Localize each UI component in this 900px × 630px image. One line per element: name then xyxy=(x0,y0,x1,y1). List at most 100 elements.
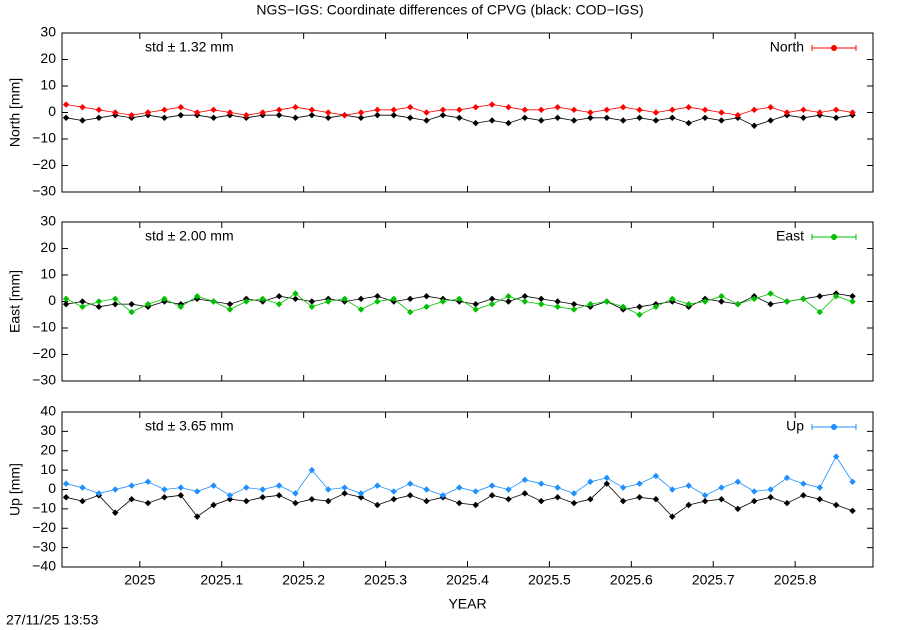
data-point xyxy=(685,501,692,509)
data-point xyxy=(734,300,742,308)
y-tick-label: 0 xyxy=(48,480,56,496)
data-point xyxy=(636,106,643,114)
data-point xyxy=(669,106,676,114)
data-point xyxy=(259,486,266,493)
data-point xyxy=(521,490,529,497)
data-point xyxy=(767,300,774,308)
y-tick-label: 0 xyxy=(48,292,56,308)
data-point xyxy=(619,484,627,491)
data-point xyxy=(439,106,447,114)
data-point xyxy=(243,484,250,491)
data-point xyxy=(767,290,774,297)
data-point xyxy=(95,490,103,497)
data-point xyxy=(849,478,856,485)
data-point xyxy=(767,104,774,111)
data-point xyxy=(406,114,414,121)
data-point xyxy=(62,101,70,108)
data-point xyxy=(800,106,807,114)
data-point xyxy=(341,295,348,303)
data-point xyxy=(488,117,496,124)
data-point xyxy=(226,300,234,308)
data-point xyxy=(193,488,201,495)
data-point xyxy=(177,492,184,499)
data-point xyxy=(128,300,135,308)
x-tick-label: 2025.2 xyxy=(282,572,325,588)
data-point xyxy=(669,114,676,121)
data-point xyxy=(505,293,512,300)
x-tick-label: 2025.6 xyxy=(610,572,653,588)
data-point xyxy=(325,109,332,116)
data-point xyxy=(406,480,414,487)
y-tick-label: 10 xyxy=(40,77,56,93)
data-point xyxy=(603,480,610,487)
data-point xyxy=(554,484,561,491)
timestamp: 27/11/25 13:53 xyxy=(6,612,99,628)
data-point xyxy=(554,104,561,111)
data-point xyxy=(652,117,660,124)
data-point xyxy=(112,486,119,493)
data-point xyxy=(308,298,316,305)
data-point xyxy=(439,492,447,499)
data-point xyxy=(275,492,283,499)
data-point xyxy=(800,492,807,499)
data-point xyxy=(292,295,299,303)
data-point xyxy=(619,104,627,111)
chart-title: NGS−IGS: Coordinate differences of CPVG … xyxy=(256,2,643,18)
data-point xyxy=(357,295,365,303)
data-point xyxy=(554,303,561,310)
data-point xyxy=(619,303,627,310)
y-tick-label: 40 xyxy=(40,403,56,419)
data-point xyxy=(79,298,86,305)
data-point xyxy=(308,303,316,310)
data-point xyxy=(488,482,496,489)
y-tick-label: −10 xyxy=(32,500,56,516)
data-point xyxy=(374,106,381,114)
data-point xyxy=(636,311,643,318)
data-point xyxy=(79,303,86,310)
data-point xyxy=(439,298,447,305)
y-tick-label: 0 xyxy=(48,103,56,119)
data-point xyxy=(669,295,676,303)
data-point xyxy=(767,494,774,501)
data-point xyxy=(701,114,709,121)
data-point xyxy=(177,303,184,310)
data-point xyxy=(669,486,676,493)
data-point xyxy=(79,117,86,124)
data-point xyxy=(538,497,545,505)
data-point xyxy=(472,306,479,313)
data-point xyxy=(275,293,283,300)
data-point xyxy=(832,453,840,460)
data-point xyxy=(423,117,430,124)
data-point xyxy=(603,114,610,121)
data-point xyxy=(701,492,709,499)
data-point xyxy=(161,486,168,493)
data-point xyxy=(816,495,823,503)
data-point xyxy=(112,300,119,308)
data-point xyxy=(243,111,250,119)
data-point xyxy=(210,501,217,509)
data-point xyxy=(816,109,823,116)
data-point xyxy=(292,290,299,297)
data-point xyxy=(161,106,168,114)
data-point xyxy=(800,114,807,121)
data-point xyxy=(325,486,332,493)
data-point xyxy=(570,499,578,507)
data-point xyxy=(308,106,316,114)
data-point xyxy=(112,295,119,303)
data-point xyxy=(619,497,627,505)
data-point xyxy=(308,111,316,119)
data-point xyxy=(423,109,430,116)
legend-marker xyxy=(831,234,837,240)
data-point xyxy=(800,480,807,487)
data-point xyxy=(472,104,479,111)
data-point xyxy=(456,106,463,114)
data-point xyxy=(685,119,692,127)
data-point xyxy=(423,293,430,300)
data-point xyxy=(406,308,414,316)
data-point xyxy=(210,106,217,114)
data-point xyxy=(374,482,381,489)
y-tick-label: −10 xyxy=(32,130,56,146)
data-point xyxy=(79,497,86,505)
data-point xyxy=(718,298,725,305)
